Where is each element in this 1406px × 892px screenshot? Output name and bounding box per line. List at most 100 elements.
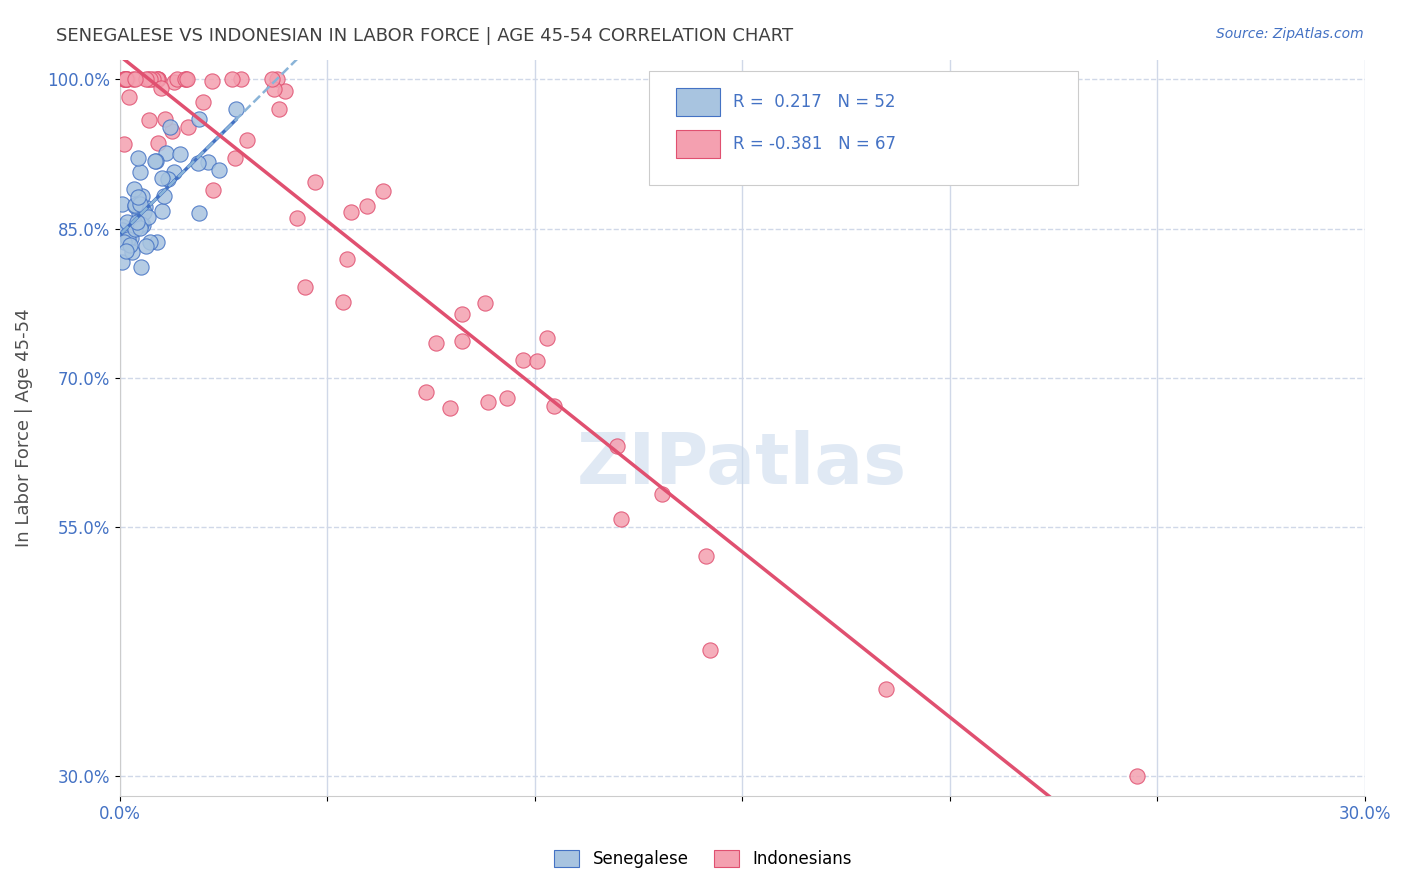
Point	[451, 334, 474, 348]
Text: R =  0.217   N = 52: R = 0.217 N = 52	[734, 93, 896, 111]
Point	[135, 72, 157, 87]
Point	[536, 331, 558, 345]
Point	[187, 156, 209, 170]
Point	[129, 217, 152, 231]
Point	[115, 72, 138, 87]
Point	[166, 72, 188, 87]
Point	[122, 181, 145, 195]
Bar	[676, 129, 720, 158]
Point	[138, 113, 160, 128]
Point	[112, 235, 135, 250]
Point	[224, 152, 246, 166]
Point	[188, 206, 211, 220]
Point	[127, 151, 149, 165]
Point	[150, 171, 173, 186]
Point	[610, 512, 633, 526]
Point	[439, 401, 461, 415]
Point	[127, 215, 149, 229]
Point	[138, 72, 160, 87]
Point	[526, 353, 548, 368]
Point	[201, 74, 224, 88]
Y-axis label: In Labor Force | Age 45-54: In Labor Force | Age 45-54	[15, 309, 32, 547]
Point	[512, 353, 534, 368]
Point	[191, 95, 214, 109]
Point	[340, 205, 363, 219]
Point	[111, 219, 134, 233]
Point	[373, 184, 395, 198]
Point	[163, 164, 186, 178]
Point	[115, 215, 138, 229]
Point	[111, 222, 134, 236]
Point	[176, 72, 198, 87]
Point	[127, 189, 149, 203]
Point	[474, 296, 496, 310]
Point	[131, 189, 153, 203]
Point	[162, 124, 184, 138]
Point	[263, 81, 285, 95]
Point	[145, 153, 167, 168]
Point	[335, 252, 357, 267]
Point	[496, 391, 519, 405]
Point	[875, 682, 897, 697]
Point	[285, 211, 308, 225]
Point	[225, 103, 247, 117]
Text: ZIPatlas: ZIPatlas	[576, 430, 907, 499]
Point	[356, 199, 378, 213]
Point	[111, 254, 134, 268]
Point	[262, 72, 284, 87]
Point	[120, 238, 142, 252]
Point	[136, 72, 159, 87]
Point	[425, 336, 447, 351]
Point	[111, 196, 134, 211]
Point	[117, 232, 139, 246]
Point	[124, 198, 146, 212]
Point	[124, 219, 146, 233]
Point	[146, 72, 169, 87]
Point	[134, 204, 156, 219]
Point	[124, 72, 146, 87]
Point	[115, 244, 138, 259]
Point	[451, 307, 474, 321]
Point	[155, 112, 177, 126]
Point	[159, 120, 181, 134]
Point	[128, 220, 150, 235]
Point	[134, 200, 156, 214]
Point	[136, 210, 159, 224]
Point	[477, 394, 499, 409]
Text: R = -0.381   N = 67: R = -0.381 N = 67	[734, 135, 897, 153]
Point	[150, 81, 173, 95]
Point	[543, 399, 565, 413]
Point	[197, 154, 219, 169]
Point	[174, 72, 197, 87]
Point	[157, 172, 180, 186]
Point	[124, 199, 146, 213]
Point	[267, 102, 290, 116]
Point	[129, 260, 152, 275]
Point	[120, 231, 142, 245]
Point	[695, 549, 717, 563]
Point	[699, 643, 721, 657]
Point	[117, 227, 139, 241]
Point	[155, 146, 177, 161]
Point	[112, 72, 135, 87]
Point	[146, 136, 169, 150]
Point	[115, 72, 138, 87]
Point	[304, 175, 326, 189]
Point	[146, 72, 169, 87]
Point	[229, 72, 252, 87]
Point	[142, 72, 165, 87]
Bar	[676, 88, 720, 116]
Legend: Senegalese, Indonesians: Senegalese, Indonesians	[548, 843, 858, 875]
Point	[114, 72, 136, 87]
Point	[177, 120, 200, 134]
Point	[332, 295, 354, 310]
Point	[143, 154, 166, 169]
Point	[146, 72, 169, 87]
Point	[153, 189, 176, 203]
Point	[169, 147, 191, 161]
Point	[221, 72, 243, 87]
Point	[201, 183, 224, 197]
Point	[174, 72, 197, 87]
FancyBboxPatch shape	[648, 70, 1078, 185]
Point	[112, 137, 135, 152]
